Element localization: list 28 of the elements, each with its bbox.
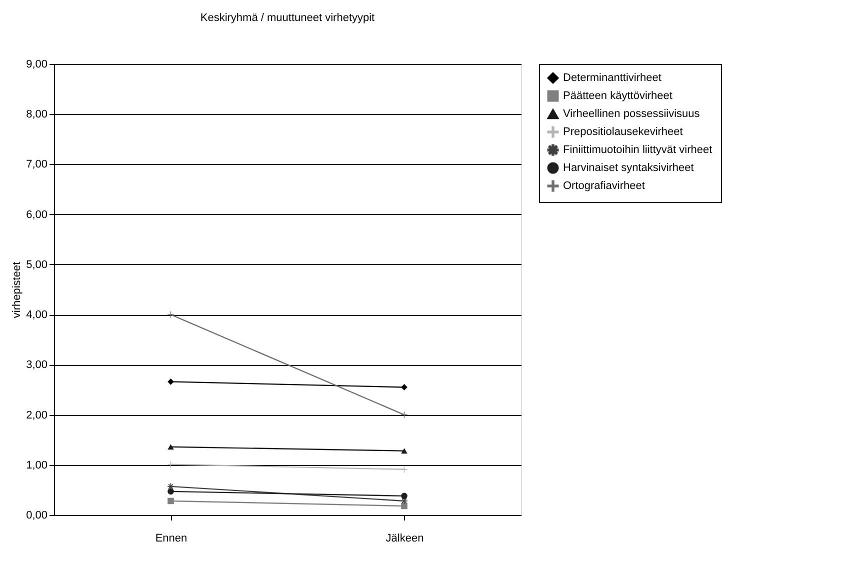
y-tick-label: 6,00 (26, 208, 48, 221)
y-tick-label: 7,00 (26, 158, 48, 171)
point (168, 488, 174, 495)
y-tick-label: 1,00 (26, 459, 48, 472)
chart-title: Keskiryhmä / muuttuneet virhetyypit (200, 12, 375, 24)
y-tick-label: 2,00 (26, 409, 48, 422)
y-tick-label: 8,00 (26, 108, 48, 121)
y-tick-label: 4,00 (26, 309, 48, 322)
y-tick-label: 9,00 (26, 58, 48, 70)
point (401, 502, 408, 510)
y-tick-label: 5,00 (26, 258, 48, 271)
x-tick-label: Jälkeen (386, 532, 424, 544)
point (168, 498, 174, 504)
point (401, 384, 408, 390)
legend-label: Päätteen käyttövirheet (563, 90, 672, 102)
legend-label: Determinanttivirheet (563, 72, 662, 84)
point (168, 378, 174, 385)
y-tick-label: 3,00 (26, 359, 48, 372)
legend-label: Virheellinen possessiivisuus (563, 108, 700, 120)
point (168, 311, 174, 318)
legend-label: Prepositiolausekevirheet (563, 126, 683, 138)
y-axis-title: virhepisteet (11, 262, 24, 318)
legend-label: Harvinaiset syntaksivirheet (563, 162, 694, 174)
y-tick-label: 0,00 (26, 510, 48, 522)
legend-label: Ortografiavirheet (563, 180, 645, 192)
point (401, 492, 408, 500)
x-tick-label: Ennen (155, 532, 188, 544)
legend-label: Finiittimuotoihin liittyvät virheet (563, 144, 712, 156)
